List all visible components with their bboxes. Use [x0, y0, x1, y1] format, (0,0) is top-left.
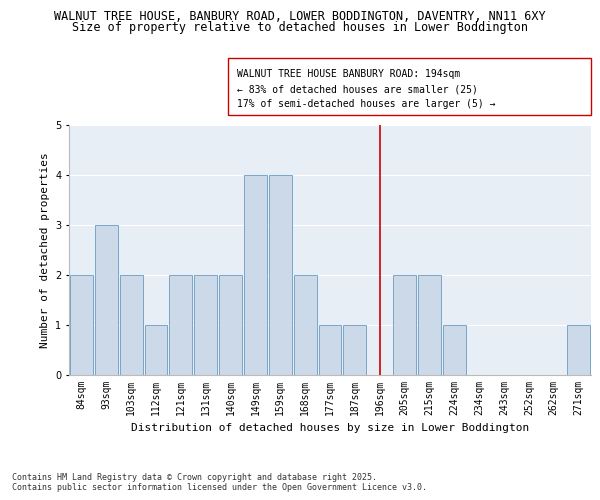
Text: ← 83% of detached houses are smaller (25): ← 83% of detached houses are smaller (25… [237, 84, 478, 94]
Bar [567, 325, 590, 375]
Bar [269, 175, 292, 375]
Bar [244, 175, 267, 375]
Bar [70, 275, 93, 375]
Bar [343, 325, 366, 375]
Text: WALNUT TREE HOUSE, BANBURY ROAD, LOWER BODDINGTON, DAVENTRY, NN11 6XY: WALNUT TREE HOUSE, BANBURY ROAD, LOWER B… [54, 10, 546, 23]
Bar [443, 325, 466, 375]
Bar [169, 275, 192, 375]
X-axis label: Distribution of detached houses by size in Lower Boddington: Distribution of detached houses by size … [131, 424, 529, 434]
Bar [294, 275, 317, 375]
Bar [95, 225, 118, 375]
Bar [319, 325, 341, 375]
Text: WALNUT TREE HOUSE BANBURY ROAD: 194sqm: WALNUT TREE HOUSE BANBURY ROAD: 194sqm [237, 69, 460, 79]
Bar [120, 275, 143, 375]
Bar [145, 325, 167, 375]
Text: Contains HM Land Registry data © Crown copyright and database right 2025.
Contai: Contains HM Land Registry data © Crown c… [12, 473, 427, 492]
Bar [393, 275, 416, 375]
Text: Size of property relative to detached houses in Lower Boddington: Size of property relative to detached ho… [72, 21, 528, 34]
Bar [418, 275, 441, 375]
Text: 17% of semi-detached houses are larger (5) →: 17% of semi-detached houses are larger (… [237, 99, 496, 109]
Bar [219, 275, 242, 375]
Y-axis label: Number of detached properties: Number of detached properties [40, 152, 50, 348]
Bar [194, 275, 217, 375]
